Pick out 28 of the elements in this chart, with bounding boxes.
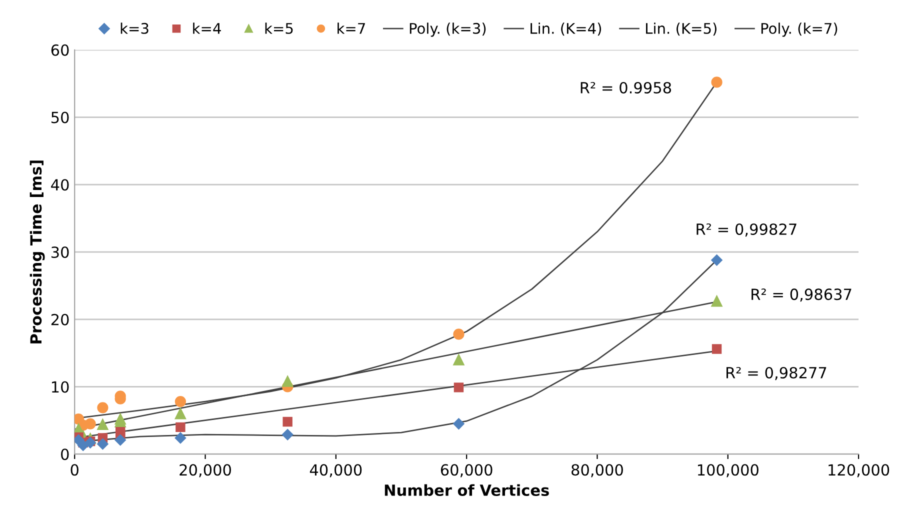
legend-label: Poly. (k=3) [410, 22, 486, 37]
x-tick-label: 20,000 [180, 464, 231, 478]
legend-label: Poly. (k=7) [761, 22, 838, 37]
y-tick-label: 10 [52, 381, 69, 393]
annotation: R² = 0,98637 [752, 288, 852, 302]
y-tick-label: 20 [51, 314, 69, 326]
y-axis-title: Processing Time [ms] [30, 160, 45, 344]
legend-label: k=5 [265, 22, 293, 34]
legend-label: Lin. (K=4) [530, 22, 602, 36]
legend-label: k=3 [120, 22, 148, 34]
x-tick-label: 100,000 [698, 464, 758, 478]
y-tick-label: 60 [51, 44, 69, 56]
y-tick-label: 40 [51, 179, 69, 191]
annotation: R² = 0,98277 [726, 366, 826, 380]
y-tick-label: 0 [61, 448, 69, 460]
annotation: R² = 0,99827 [696, 223, 796, 237]
x-tick-label: 40,000 [310, 464, 362, 478]
legend-label: k=7 [338, 22, 365, 34]
x-tick-label: 120,000 [828, 464, 890, 478]
annotation: R² = 0.9958 [580, 82, 672, 94]
x-tick-label: 80,000 [572, 464, 623, 478]
y-tick-label: 30 [51, 246, 69, 258]
x-tick-label: 0 [70, 464, 78, 476]
y-tick-label: 50 [51, 112, 69, 124]
x-axis-title: Number of Vertices [384, 484, 549, 496]
x-tick-label: 60,000 [440, 464, 492, 478]
legend-label: Lin. (K=5) [646, 22, 716, 36]
legend-label: k=4 [193, 22, 221, 34]
